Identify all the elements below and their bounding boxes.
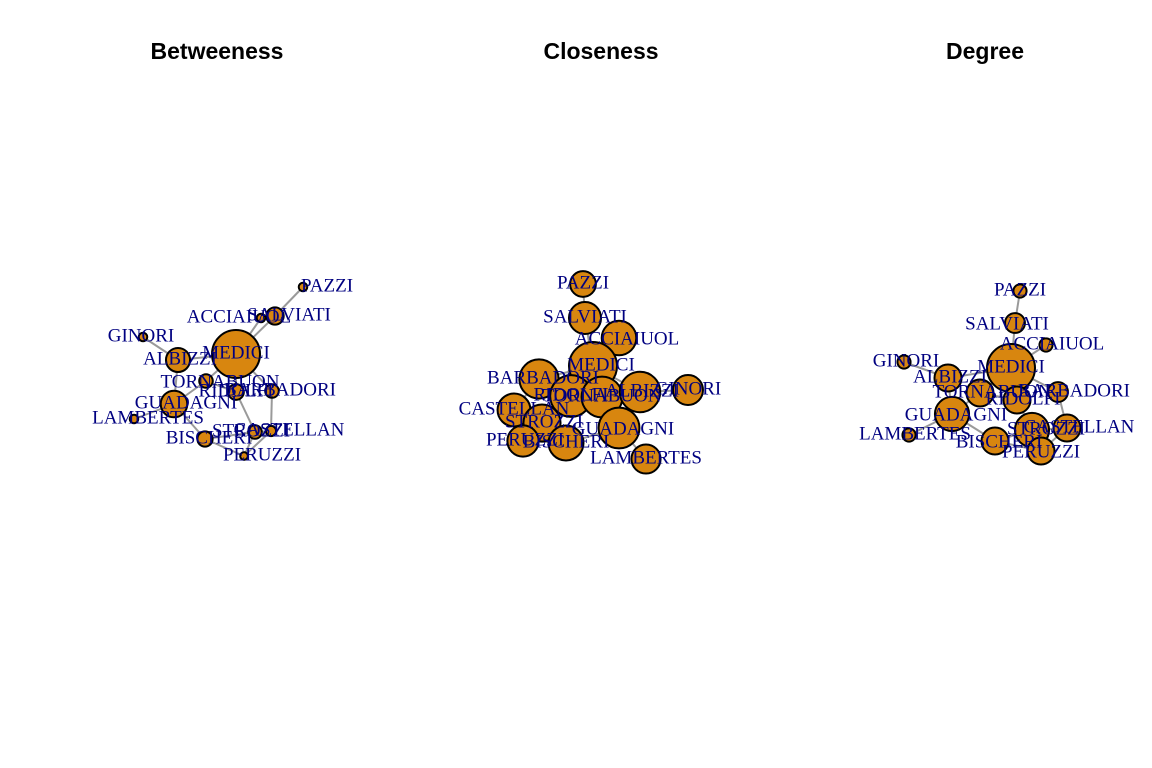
node-label-acciaiuol: ACCIAIUOL: [575, 328, 680, 349]
node-label-barbadori: BARBADORI: [487, 367, 599, 388]
node-label-guadagni: GUADAGNI: [905, 404, 1007, 425]
node-peruzzi: [506, 424, 540, 458]
node-label-salviati: SALVIATI: [247, 304, 331, 325]
panel-title: Degree: [946, 38, 1024, 64]
node-label-albizzi: ALBIZZI: [913, 366, 987, 387]
node-label-bischeri: BISCHERI: [166, 427, 253, 448]
node-label-strozzi: STROZZI: [505, 411, 583, 432]
node-label-pazzi: PAZZI: [994, 279, 1046, 300]
node-lambertes: [630, 443, 662, 475]
node-label-peruzzi: PERUZZI: [486, 429, 564, 450]
node-label-barbadori: BARBADORI: [1018, 380, 1130, 401]
node-medici: [211, 329, 261, 379]
node-castellan: [1052, 413, 1082, 443]
node-label-barbadori: BARBADORI: [224, 379, 336, 400]
node-label-ginori: GINORI: [108, 325, 175, 346]
node-albizzi: [618, 370, 662, 414]
node-label-medici: MEDICI: [977, 356, 1045, 377]
node-peruzzi: [239, 451, 249, 461]
node-label-guadagni: GUADAGNI: [572, 418, 674, 439]
node-lambertes: [128, 413, 140, 425]
node-guadagni: [597, 406, 641, 450]
node-label-peruzzi: PERUZZI: [1002, 441, 1080, 462]
node-albizzi: [164, 346, 192, 374]
node-bischeri: [980, 426, 1010, 456]
node-label-strozzi: STROZZI: [212, 420, 290, 441]
node-label-bischeri: BISCHERI: [956, 431, 1043, 452]
node-label-ridolfi: RIDOLFI: [534, 384, 609, 405]
node-ridolfi: [227, 383, 245, 401]
node-label-pazzi: PAZZI: [557, 272, 609, 293]
node-label-albizzi: ALBIZZI: [143, 348, 217, 369]
node-acciaiuol: [1038, 337, 1054, 353]
node-ridolfi: [1002, 385, 1032, 415]
node-label-acciaiuol: ACCIAIUOL: [1000, 333, 1105, 354]
node-pazzi: [569, 270, 597, 298]
node-pazzi: [297, 281, 309, 293]
node-salviati: [1004, 312, 1026, 334]
node-label-albizzi: ALBIZZI: [605, 380, 679, 401]
node-label-bischeri: BISCHERI: [523, 431, 610, 452]
node-strozzi: [247, 424, 263, 440]
node-label-tornabuon: TORNABUON: [933, 381, 1052, 402]
node-guadagni: [159, 389, 189, 419]
panel-closeness: Closeness PAZZI SALVIATI ACCIAIUOL MEDICI BA…: [409, 0, 793, 768]
node-label-salviati: SALVIATI: [543, 306, 627, 327]
node-barbadori: [1047, 381, 1069, 403]
node-guadagni: [933, 395, 971, 433]
node-tornabuon: [965, 378, 995, 408]
node-salviati: [567, 300, 603, 336]
node-label-peruzzi: PERUZZI: [223, 444, 301, 465]
node-label-pazzi: PAZZI: [301, 275, 353, 296]
node-acciaiuol: [600, 319, 638, 357]
panel-betweeness: Betweeness PAZZI SALVIATI ACCIAIUOL MEDICI G…: [25, 0, 409, 768]
node-acciaiuol: [255, 312, 267, 324]
node-label-salviati: SALVIATI: [965, 313, 1049, 334]
node-tornabuon: [198, 373, 214, 389]
node-label-lambertes: LAMBERTES: [859, 423, 971, 444]
panel-degree: Degree PAZZI SALVIATI ACCIAIUOL MEDICI GINOR…: [793, 0, 1152, 768]
node-ginori: [672, 374, 704, 406]
node-label-medici: MEDICI: [567, 354, 635, 375]
node-label-lambertes: LAMBERTES: [92, 407, 204, 428]
node-albizzi: [933, 363, 963, 393]
panel-title: Betweeness: [150, 38, 284, 64]
node-label-ridolfi: RIDOLFI: [986, 388, 1061, 409]
node-label-castellan: CASTELLAN: [459, 398, 570, 419]
node-bischeri: [547, 424, 585, 462]
node-label-tornabuon: TORNABUON: [543, 385, 662, 406]
node-salviati: [265, 306, 285, 326]
node-label-acciaiuol: ACCIAIUOL: [187, 306, 292, 327]
node-label-lambertes: LAMBERTES: [590, 447, 702, 468]
node-castellan: [264, 424, 278, 438]
node-label-ginori: GINORI: [655, 378, 722, 399]
node-lambertes: [901, 427, 917, 443]
node-label-castellan: CASTELLAN: [1024, 416, 1135, 437]
node-label-ginori: GINORI: [873, 350, 940, 371]
node-barbadori: [264, 383, 280, 399]
node-label-ridolfi: RIDOLFI: [199, 380, 274, 401]
node-pazzi: [1012, 283, 1028, 299]
edge-castellan-peruzzi: [243, 430, 272, 457]
node-bischeri: [196, 430, 214, 448]
node-label-medici: MEDICI: [202, 342, 270, 363]
node-label-castellan: CASTELLAN: [234, 419, 345, 440]
node-ginori: [137, 331, 149, 343]
node-ginori: [896, 354, 912, 370]
node-peruzzi: [1026, 436, 1056, 466]
node-label-strozzi: STROZZI: [1007, 418, 1085, 439]
node-label-tornabuon: TORNABUON: [161, 371, 280, 392]
node-label-guadagni: GUADAGNI: [135, 392, 237, 413]
panel-title: Closeness: [543, 38, 659, 64]
